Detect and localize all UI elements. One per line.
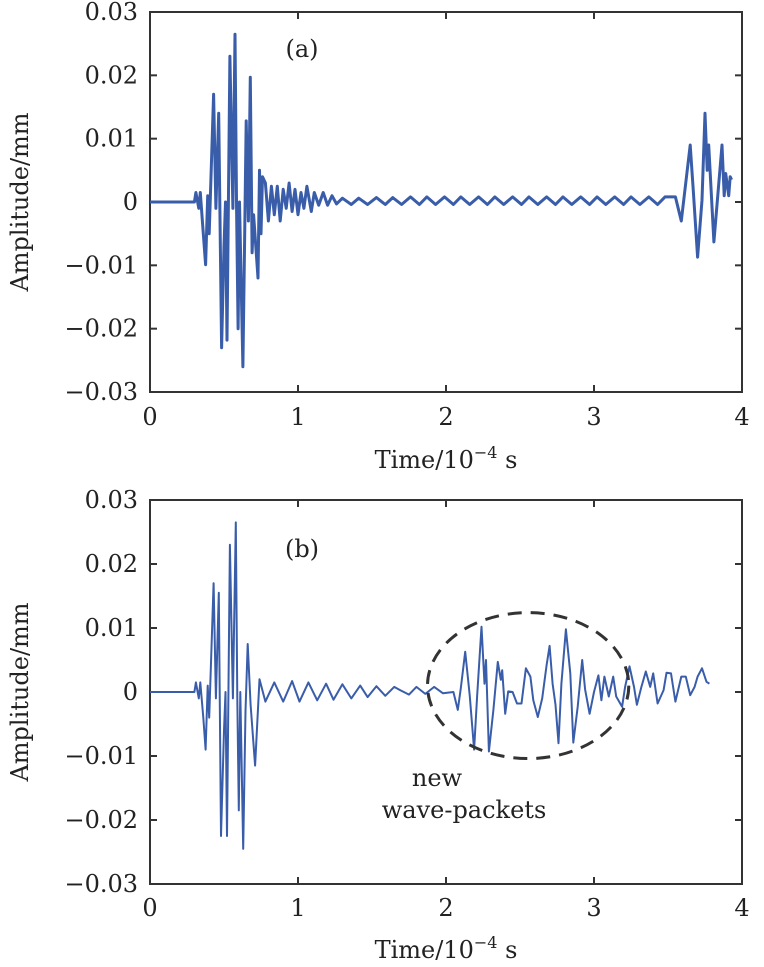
panel-label: (b) [285,535,319,563]
panel-b: 0 1 2 3 4 0.03 0.02 0.01 0 −0.01 −0.02 −0.03 Time/10… [6,486,750,964]
y-tick-label: −0.02 [64,806,138,834]
x-axis-label-base: Time/10 [375,446,474,474]
x-tick-label: 0 [142,403,157,431]
x-tick-label: 3 [586,403,601,431]
x-axis-label-unit: s [497,446,517,474]
y-tick-label: 0 [123,678,138,706]
x-axis-label-unit: s [497,936,517,964]
x-axis-label-exponent: −4 [474,443,498,462]
annotation-line1: new [412,764,463,792]
y-axis-label: Amplitude/mm [6,112,34,292]
y-tick-label: −0.03 [64,870,138,898]
panel-label: (a) [285,35,318,63]
x-tick-label: 2 [438,894,453,922]
y-tick-label: −0.01 [64,251,138,279]
x-tick-label: 4 [734,403,749,431]
y-tick-label: 0.02 [85,61,138,89]
x-axis-label-base: Time/10 [375,936,474,964]
x-tick-label: 3 [586,894,601,922]
x-tick-label: 4 [734,894,749,922]
y-tick-label: 0.03 [85,486,138,514]
x-tick-label: 1 [290,403,305,431]
y-tick-label: 0.01 [85,614,138,642]
x-tick-label: 2 [438,403,453,431]
x-axis-label-exponent: −4 [474,933,498,952]
x-axis-label: Time/10−4 s [375,443,518,474]
y-tick-label: −0.01 [64,742,138,770]
panel-a: 0 1 2 3 4 0.03 0.02 0.01 0 −0.01 −0.02 −0.03 Time/10… [6,0,750,474]
x-tick-label: 1 [290,894,305,922]
y-tick-label: 0.01 [85,125,138,153]
y-axis-label: Amplitude/mm [6,602,34,782]
x-axis-label: Time/10−4 s [375,933,518,964]
y-tick-label: 0.02 [85,550,138,578]
wave-packet-ellipse [426,611,631,761]
x-tick-label: 0 [142,894,157,922]
y-tick-label: 0.03 [85,0,138,26]
signal-line [150,32,733,369]
y-tick-label: −0.02 [64,315,138,343]
y-tick-label: −0.03 [64,378,138,406]
annotation-line2: wave-packets [382,796,547,824]
y-tick-label: 0 [123,188,138,216]
